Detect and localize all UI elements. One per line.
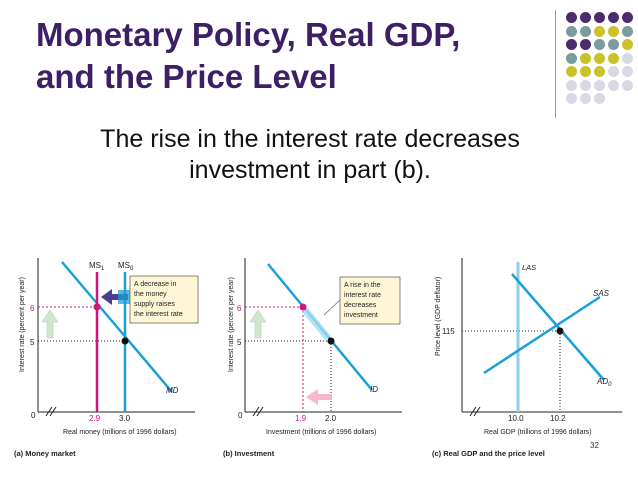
- panel-b-origin: 0: [238, 411, 243, 420]
- decorative-dot: [580, 66, 591, 77]
- decorative-dot: [608, 39, 619, 50]
- panel-a-y-tick-6: 6: [30, 304, 35, 313]
- panel-c-sas-curve: [483, 295, 601, 375]
- panel-b-id-label: ID: [370, 385, 378, 394]
- decorative-dot: [594, 12, 605, 23]
- panel-a-x-tick-3-0: 3.0: [119, 414, 131, 423]
- panel-b-up-arrow-icon: [249, 309, 267, 339]
- title-line-1: Monetary Policy, Real GDP,: [36, 16, 461, 53]
- panel-b-y-tick-6: 6: [237, 304, 242, 313]
- decorative-dot: [608, 66, 619, 77]
- decorative-dot: [622, 39, 633, 50]
- panel-b-decrease-arrow-icon: [306, 389, 332, 405]
- decorative-dot: [566, 39, 577, 50]
- panel-c-x-tick-10-2: 10.2: [550, 414, 566, 423]
- panel-a-ms0-label: MS0: [118, 261, 134, 272]
- panel-a-up-arrow-icon: [41, 309, 59, 339]
- decorative-dot: [594, 52, 605, 64]
- decorative-dot: [580, 25, 591, 37]
- panel-a-ms1-label: MS1: [89, 261, 105, 272]
- panel-a-money-market: Interest rate (percent per year) Real mo…: [14, 258, 199, 458]
- decorative-dot: [622, 66, 633, 77]
- panel-c-equilibrium-point: [556, 327, 564, 335]
- decorative-dot: [566, 79, 577, 91]
- decorative-dot: [566, 93, 577, 104]
- decorative-dot: [608, 79, 619, 91]
- panel-a-x-tick-2-9: 2.9: [89, 414, 101, 423]
- panel-c-sas-label: SAS: [593, 289, 610, 298]
- decorative-dot: [594, 25, 605, 37]
- decorative-dot: [622, 79, 633, 91]
- decorative-dot: [580, 93, 591, 104]
- decorative-dot: [594, 39, 605, 50]
- panel-b-y-tick-5: 5: [237, 338, 242, 347]
- decorative-dot: [566, 66, 577, 77]
- panel-c-x-tick-10-0: 10.0: [508, 414, 524, 423]
- panel-a-shift-arrow-tail: [118, 290, 130, 304]
- subtitle-line-2: investment in part (b).: [189, 156, 431, 184]
- panel-b-investment: Interest rate (percent per year) Investm…: [223, 258, 402, 458]
- panel-c-ad-curve: [511, 273, 605, 381]
- panel-b-point-new: [299, 303, 307, 311]
- decorative-dot: [622, 12, 633, 23]
- panel-a-note-text: A decrease in the money supply raises th…: [134, 281, 183, 318]
- panel-a-shift-arrow-icon: [101, 289, 128, 305]
- decorative-dot: [594, 66, 605, 77]
- panel-a-y-label: Interest rate (percent per year): [19, 277, 26, 372]
- decorative-dot: [594, 93, 605, 104]
- panel-b-x-label: Investment (trillions of 1996 dollars): [266, 429, 377, 436]
- panel-b-note-pointer: [323, 299, 341, 316]
- decorative-dot: [608, 12, 619, 23]
- decorative-dot: [622, 52, 633, 64]
- decorative-dot: [580, 52, 591, 64]
- panel-a-point-initial: [121, 337, 129, 345]
- panel-b-point-initial: [327, 337, 335, 345]
- decorative-dot: [622, 25, 633, 37]
- page-number: 32: [590, 441, 599, 450]
- panel-b-caption: (b) Investment: [223, 449, 275, 458]
- panel-c-ad-label: AD0: [596, 377, 612, 388]
- decorative-dot: [566, 25, 577, 37]
- slide-subtitle: The rise in the interest rate decreases …: [60, 124, 560, 186]
- decorative-dot: [580, 79, 591, 91]
- decorative-dot: [608, 25, 619, 37]
- panel-b-x-tick-1-9: 1.9: [295, 414, 307, 423]
- panel-a-x-label: Real money (trillions of 1996 dollars): [63, 429, 177, 436]
- decorative-dot: [594, 79, 605, 91]
- panel-c-las-label: LAS: [522, 263, 536, 272]
- panel-b-movement-highlight: [302, 307, 331, 341]
- panel-b-axis-break: [252, 406, 264, 417]
- decorative-dot: [566, 12, 577, 23]
- panel-b-note-text: A rise in the interest rate decreases in…: [344, 282, 383, 319]
- decorative-dot: [580, 39, 591, 50]
- panel-a-md-curve: [61, 261, 173, 393]
- panel-a-origin: 0: [31, 411, 36, 420]
- panel-b-note-box: [339, 276, 401, 325]
- panel-c-y-label: Price level (GDP deflator): [435, 277, 442, 356]
- panel-a-caption: (a) Money market: [14, 449, 76, 458]
- panel-b-x-tick-2-0: 2.0: [325, 414, 337, 423]
- decorative-dot: [608, 52, 619, 64]
- panel-c-x-label: Real GDP (trillions of 1996 dollars): [484, 429, 592, 436]
- panel-a-point-new: [93, 303, 101, 311]
- panel-c-axis-break: [469, 406, 481, 417]
- subtitle-line-1: The rise in the interest rate decreases: [100, 125, 520, 153]
- panel-c-caption: (c) Real GDP and the price level: [432, 449, 545, 458]
- panel-c-real-gdp: Price level (GDP deflator) Real GDP (tri…: [432, 258, 622, 458]
- panel-a-axis-break: [45, 406, 57, 417]
- decorative-divider: [555, 10, 556, 118]
- panel-c-y-tick-115: 115: [442, 327, 455, 336]
- panel-a-note-box: [129, 275, 199, 324]
- slide-title: Monetary Policy, Real GDP, and the Price…: [36, 14, 516, 98]
- panel-b-y-label: Interest rate (percent per year): [228, 277, 235, 372]
- panel-a-y-tick-5: 5: [30, 338, 35, 347]
- decorative-dot: [580, 12, 591, 23]
- decorative-dot: [566, 52, 577, 64]
- panel-a-md-label: MD: [166, 386, 179, 395]
- title-line-2: and the Price Level: [36, 58, 337, 95]
